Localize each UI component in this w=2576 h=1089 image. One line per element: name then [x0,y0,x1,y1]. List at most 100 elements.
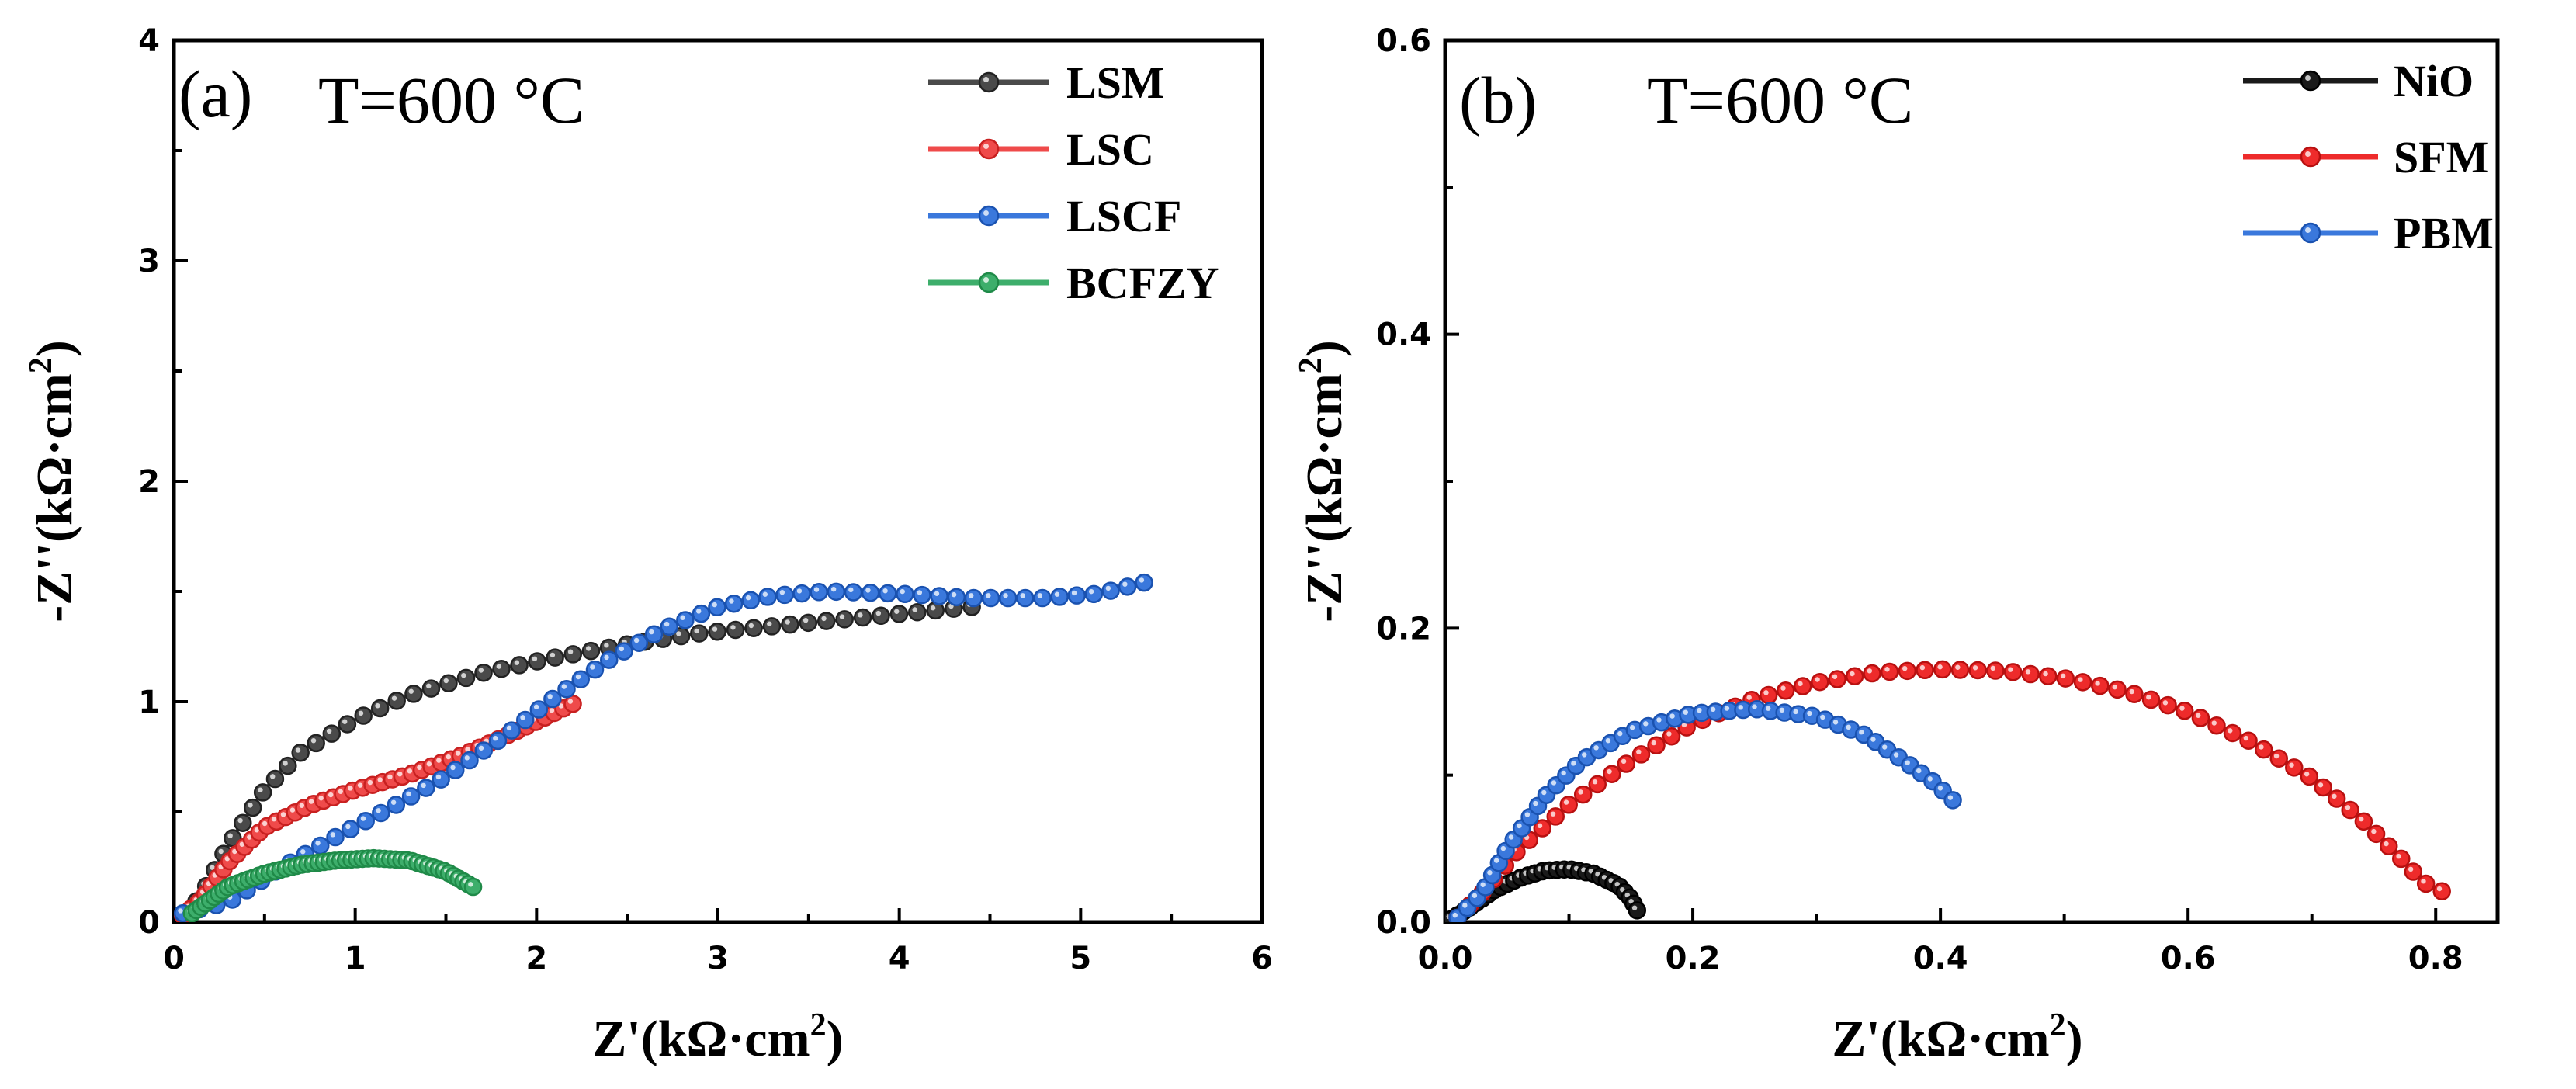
p0-legend: LSM LSC LSCF BCFZY [928,57,1219,308]
p1-point-nio-29 [1628,901,1647,920]
p0-y-tick-label-4: 4 [138,23,160,59]
p0-x-tick-label-6: 6 [1251,941,1273,976]
p0-legend-marker-highlight-bcfzy [983,277,989,283]
p0-point-lscf-36 [708,598,726,617]
p0-point-lsm-10 [279,756,297,775]
p1-point-highlight-sfm-53 [2289,762,2294,768]
p1-point-sfm-14 [1631,745,1651,764]
p1-point-highlight-pbm-20 [1643,721,1649,727]
p1-point-highlight-pbm-17 [1605,737,1611,744]
p1-point-sfm-42 [2108,680,2127,699]
p0-point-lsm-34 [690,624,709,643]
p1-point-sfm-39 [2056,669,2075,688]
p1-point-sfm-45 [2158,695,2177,715]
p1-point-highlight-pbm-30 [1779,707,1785,713]
p0-point-highlight-lsc-7 [224,856,230,862]
p1-point-sfm-26 [1828,670,1846,688]
p0-point-lsm-21 [456,668,476,688]
p1-point-highlight-pbm-8 [1517,823,1522,829]
p1-point-sfm-8 [1546,807,1565,826]
p0-point-lsm-11 [291,743,310,762]
p1-point-sfm-43 [2125,685,2144,703]
p1-point-sfm-16 [1662,727,1681,746]
p1-point-highlight-sfm-58 [2359,816,2364,822]
p1-y-tick-label-3: 0.6 [1376,23,1431,59]
p0-point-lscf-10 [326,827,345,847]
p0-point-highlight-lsm-23 [496,664,502,669]
p0-point-highlight-lsm-8 [258,787,263,792]
p1-point-highlight-pbm-37 [1870,737,1876,742]
p1-point-highlight-sfm-31 [1919,664,1926,671]
p0-x-tick-label-3: 3 [707,941,729,976]
p0-point-highlight-lsm-42 [839,614,845,619]
p0-point-highlight-lsm-44 [875,610,882,616]
p0-point-highlight-lsc-33 [465,747,470,752]
p1-x-tick-label-2: 0.4 [1913,941,1968,976]
p1-temperature-annotation: T=600 °C [1647,63,1913,137]
p0-legend-marker-bcfzy [978,272,1000,293]
p0-point-lscf-18 [446,761,465,779]
p0-point-highlight-lsc-28 [417,765,422,770]
p1-point-highlight-pbm-10 [1533,800,1538,806]
p0-point-highlight-lsm-14 [342,719,348,724]
p1-point-highlight-sfm-29 [1884,667,1890,672]
p0-point-bcfzy-54 [463,877,483,897]
p0-point-highlight-lscf-49 [934,591,940,596]
p1-point-highlight-sfm-61 [2396,854,2401,859]
p0-point-lscf-53 [998,588,1018,608]
p0-point-lsm-41 [816,612,836,630]
p1-legend-marker-nio [2300,70,2321,92]
p0-point-lscf-13 [372,803,390,823]
p0-point-highlight-lsc-10 [247,834,252,840]
p0-point-lscf-28 [585,660,605,679]
p0-point-highlight-lscf-53 [1003,593,1008,598]
p0-point-lsm-45 [889,605,909,623]
p1-point-sfm-61 [2392,849,2411,869]
p0-point-highlight-lsm-33 [676,631,681,636]
p1-point-highlight-pbm-44 [1947,795,1954,800]
p0-point-highlight-lsc-30 [436,758,442,763]
p1-point-highlight-pbm-31 [1793,709,1798,715]
p0-point-highlight-lscf-37 [729,598,734,604]
p1-point-sfm-27 [1845,667,1864,685]
p0-legend-marker-highlight-lsm [983,77,989,82]
p0-point-lsm-46 [908,602,927,622]
p0-point-lsm-37 [744,619,763,637]
p0-point-lscf-37 [724,594,744,613]
p0-point-highlight-lsc-42 [549,708,555,713]
p0-point-lsm-44 [872,606,890,626]
p0-y-axis-title-sup: 2 [23,357,59,373]
p0-point-highlight-lsm-11 [295,747,301,753]
p1-point-highlight-nio-26 [1620,886,1625,893]
p0-point-lscf-45 [861,583,880,602]
p0-point-highlight-lscf-23 [520,715,525,720]
p0-point-lscf-19 [460,751,479,770]
p1-x-tick-label-3: 0.6 [2161,941,2216,976]
p1-y-axis-title-main: -Z''(kΩ·cm [1296,373,1353,623]
p0-point-highlight-lsm-47 [930,605,936,611]
p0-point-highlight-lscf-47 [900,588,905,595]
p0-point-highlight-lscf-60 [1122,581,1128,587]
p0-point-highlight-lscf-11 [345,824,351,830]
p0-point-highlight-lsm-17 [391,695,397,701]
p0-point-lscf-11 [341,820,360,838]
p0-point-highlight-lscf-42 [813,587,820,592]
p0-legend-label-lsm: LSM [1066,57,1164,108]
p0-point-highlight-lscf-8 [300,849,306,855]
p1-point-highlight-sfm-37 [2025,669,2031,675]
p0-point-highlight-lsc-25 [387,774,393,780]
p0-point-lsm-24 [510,656,529,675]
p0-point-highlight-lscf-16 [421,782,426,789]
p0-point-lscf-56 [1050,588,1069,606]
p0-point-lsm-23 [492,660,511,678]
p0-point-lscf-27 [571,670,591,688]
p1-point-highlight-sfm-24 [1798,681,1803,687]
p1-point-highlight-sfm-14 [1636,749,1642,754]
p0-point-lsm-13 [322,724,342,743]
p1-point-highlight-pbm-28 [1752,704,1757,709]
p0-point-highlight-lsm-21 [461,672,466,678]
p0-point-highlight-lscf-12 [360,816,366,821]
p1-point-highlight-sfm-36 [2008,667,2013,672]
p1-point-sfm-30 [1898,661,1917,681]
p0-point-highlight-lscf-44 [848,587,854,593]
